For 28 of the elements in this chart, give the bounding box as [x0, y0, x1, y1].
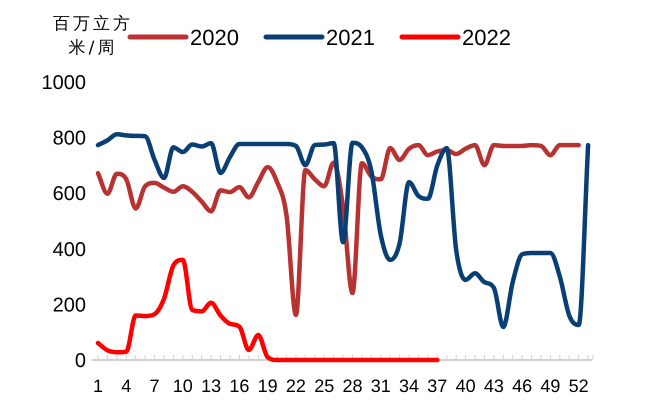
- x-tick-label: 10: [172, 376, 193, 396]
- legend-label: 2020: [190, 25, 239, 50]
- x-tick-label: 37: [427, 376, 448, 396]
- y-tick-label: 800: [52, 128, 86, 150]
- x-tick-label: 34: [399, 376, 420, 396]
- x-tick-label: 7: [150, 376, 160, 396]
- y-tick-label: 1000: [42, 72, 86, 94]
- x-tick-label: 16: [229, 376, 250, 396]
- x-tick-label: 1: [92, 376, 104, 396]
- x-tick-label: 19: [258, 376, 278, 396]
- x-tick-label: 25: [314, 376, 334, 396]
- x-tick-label: 22: [286, 376, 306, 396]
- y-axis-title: 百万立方米/周: [52, 13, 134, 60]
- y-tick-label: 200: [52, 294, 86, 316]
- x-tick-label: 31: [370, 376, 391, 396]
- x-tick-label: 46: [512, 376, 532, 396]
- y-tick-label: 0: [74, 350, 86, 372]
- legend-label: 2021: [326, 25, 375, 50]
- x-tick-label: 4: [121, 376, 132, 396]
- x-tick-label: 13: [201, 376, 222, 396]
- x-tick-label: 40: [456, 376, 476, 396]
- y-tick-label: 600: [52, 183, 86, 206]
- x-tick-label: 28: [342, 376, 362, 396]
- legend-label: 2022: [462, 25, 511, 50]
- x-tick-label: 52: [568, 376, 589, 396]
- x-tick-label: 49: [540, 376, 560, 396]
- y-tick-label: 400: [52, 238, 86, 261]
- x-tick-label: 43: [484, 376, 504, 396]
